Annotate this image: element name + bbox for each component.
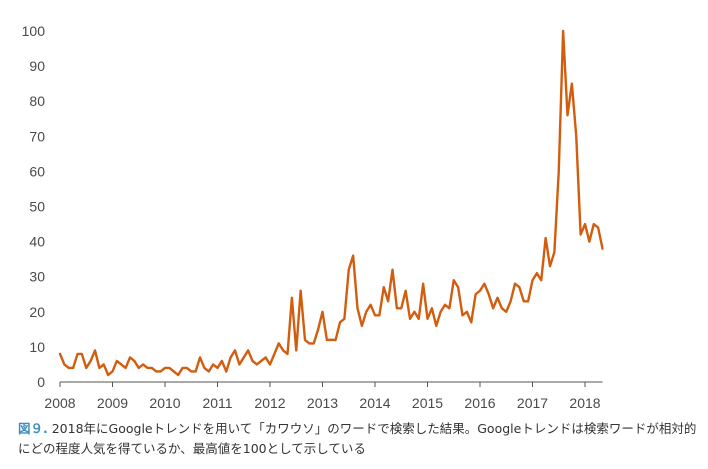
x-axis-ticks: 2008 2009 2010 2011 2012 2013 2014 2015 2016 2017… bbox=[44, 382, 601, 411]
x-tick-label: 2009 bbox=[97, 395, 128, 411]
y-tick-label: 60 bbox=[29, 163, 45, 179]
series-line bbox=[58, 29, 604, 377]
x-tick-label: 2012 bbox=[254, 395, 285, 411]
y-tick-label: 40 bbox=[29, 234, 45, 250]
y-tick-label: 50 bbox=[29, 199, 45, 215]
y-tick-label: 90 bbox=[29, 58, 45, 74]
y-tick-label: 80 bbox=[29, 93, 45, 109]
caption-text: 2018年にGoogleトレンドを用いて「カワウソ」のワードで検索した結果。Go… bbox=[18, 421, 697, 456]
figure-label: 図９. bbox=[18, 421, 48, 436]
figure-caption: 図９. 2018年にGoogleトレンドを用いて「カワウソ」のワードで検索した結… bbox=[18, 419, 698, 459]
y-tick-label: 20 bbox=[29, 304, 45, 320]
y-tick-label: 0 bbox=[37, 374, 45, 390]
x-tick-label: 2008 bbox=[44, 395, 75, 411]
x-tick-label: 2014 bbox=[359, 395, 390, 411]
x-tick-label: 2011 bbox=[202, 395, 232, 411]
x-tick-label: 2015 bbox=[412, 395, 443, 411]
y-tick-label: 100 bbox=[22, 23, 46, 39]
x-tick-label: 2010 bbox=[149, 395, 180, 411]
y-tick-label: 10 bbox=[29, 339, 45, 355]
x-tick-label: 2013 bbox=[307, 395, 338, 411]
x-tick-label: 2017 bbox=[517, 395, 548, 411]
y-tick-label: 30 bbox=[29, 269, 45, 285]
x-tick-label: 2018 bbox=[569, 395, 600, 411]
x-tick-label: 2016 bbox=[464, 395, 495, 411]
y-axis-ticks: 0 10 20 30 40 50 60 70 80 90 100 bbox=[22, 23, 46, 390]
y-tick-label: 70 bbox=[29, 128, 45, 144]
series-layer bbox=[58, 29, 604, 377]
